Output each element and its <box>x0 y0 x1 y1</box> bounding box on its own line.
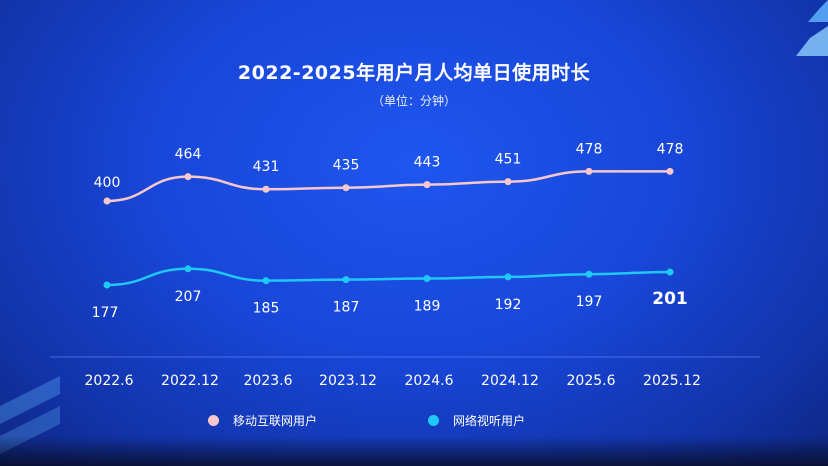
data-label-1-0: 177 <box>92 305 119 321</box>
series-line-1 <box>106 267 671 287</box>
x-tick-label-3: 2023.12 <box>319 373 377 389</box>
series-line-0 <box>106 170 670 203</box>
data-label-0-7: 478 <box>657 141 684 157</box>
data-point-0-2 <box>262 185 270 193</box>
data-point-0-6 <box>585 167 593 175</box>
legend-item-mobile: 移动互联网用户 <box>208 412 317 429</box>
data-point-1-4 <box>423 275 431 283</box>
data-label-1-7: 201 <box>652 289 688 309</box>
data-label-1-4: 189 <box>414 299 441 315</box>
x-tick-label-4: 2024.6 <box>405 373 454 389</box>
data-point-1-7 <box>666 268 674 276</box>
data-point-1-5 <box>504 273 512 281</box>
corner-decoration-icon <box>796 0 828 56</box>
chart-title: 2022-2025年用户月人均单日使用时长 <box>237 62 591 84</box>
data-point-1-6 <box>585 270 593 278</box>
x-tick-label-0: 2022.6 <box>85 373 134 389</box>
data-point-0-0 <box>103 197 111 205</box>
x-tick-label-7: 2025.12 <box>643 373 701 389</box>
x-tick-label-5: 2024.12 <box>481 373 539 389</box>
legend-marker-video-icon <box>428 415 439 426</box>
data-label-0-1: 464 <box>175 147 202 163</box>
data-label-1-1: 207 <box>175 289 202 305</box>
x-tick-label-1: 2022.12 <box>161 373 219 389</box>
data-label-0-0: 400 <box>94 175 121 191</box>
data-point-1-1 <box>184 265 192 273</box>
data-label-0-6: 478 <box>576 141 603 157</box>
data-label-1-2: 185 <box>253 301 280 317</box>
data-point-0-7 <box>666 167 674 175</box>
x-tick-label-6: 2025.6 <box>567 373 616 389</box>
data-point-0-1 <box>184 173 192 181</box>
data-point-0-4 <box>423 181 431 189</box>
stage-foreground <box>0 436 828 466</box>
data-point-0-5 <box>504 178 512 186</box>
data-point-1-2 <box>262 277 270 285</box>
data-label-0-3: 435 <box>333 158 360 174</box>
x-tick-label-2: 2023.6 <box>244 373 293 389</box>
legend: 移动互联网用户 网络视听用户 <box>0 412 828 432</box>
data-point-0-3 <box>342 184 350 192</box>
data-point-1-0 <box>103 281 111 289</box>
legend-item-video: 网络视听用户 <box>428 412 525 429</box>
legend-label-video: 网络视听用户 <box>453 414 526 428</box>
data-label-0-4: 443 <box>414 155 441 171</box>
data-label-1-5: 192 <box>495 297 522 313</box>
data-label-1-3: 187 <box>333 300 360 316</box>
data-label-0-2: 431 <box>253 159 280 175</box>
data-label-0-5: 451 <box>495 152 522 168</box>
legend-label-mobile: 移动互联网用户 <box>233 414 318 428</box>
data-label-1-6: 197 <box>576 294 603 310</box>
legend-marker-mobile-icon <box>208 415 219 426</box>
data-point-1-3 <box>342 276 350 284</box>
chart-subtitle: （单位：分钟） <box>371 94 456 108</box>
